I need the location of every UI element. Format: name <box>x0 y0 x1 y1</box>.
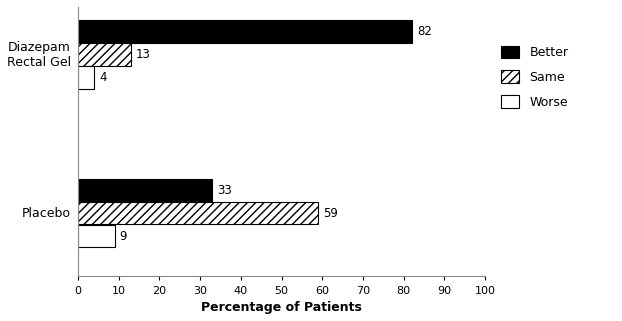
Text: 59: 59 <box>323 206 338 220</box>
X-axis label: Percentage of Patients: Percentage of Patients <box>201 301 362 314</box>
Text: 82: 82 <box>417 25 432 38</box>
Text: 4: 4 <box>99 71 107 84</box>
Text: 9: 9 <box>119 230 127 243</box>
Bar <box>78 21 412 43</box>
Bar <box>78 66 95 89</box>
Text: 13: 13 <box>136 48 151 61</box>
Legend: Better, Same, Worse: Better, Same, Worse <box>501 46 569 109</box>
Bar <box>78 202 318 224</box>
Bar <box>78 43 131 65</box>
Text: 33: 33 <box>217 184 232 196</box>
Bar <box>78 179 212 201</box>
Bar <box>78 225 114 247</box>
